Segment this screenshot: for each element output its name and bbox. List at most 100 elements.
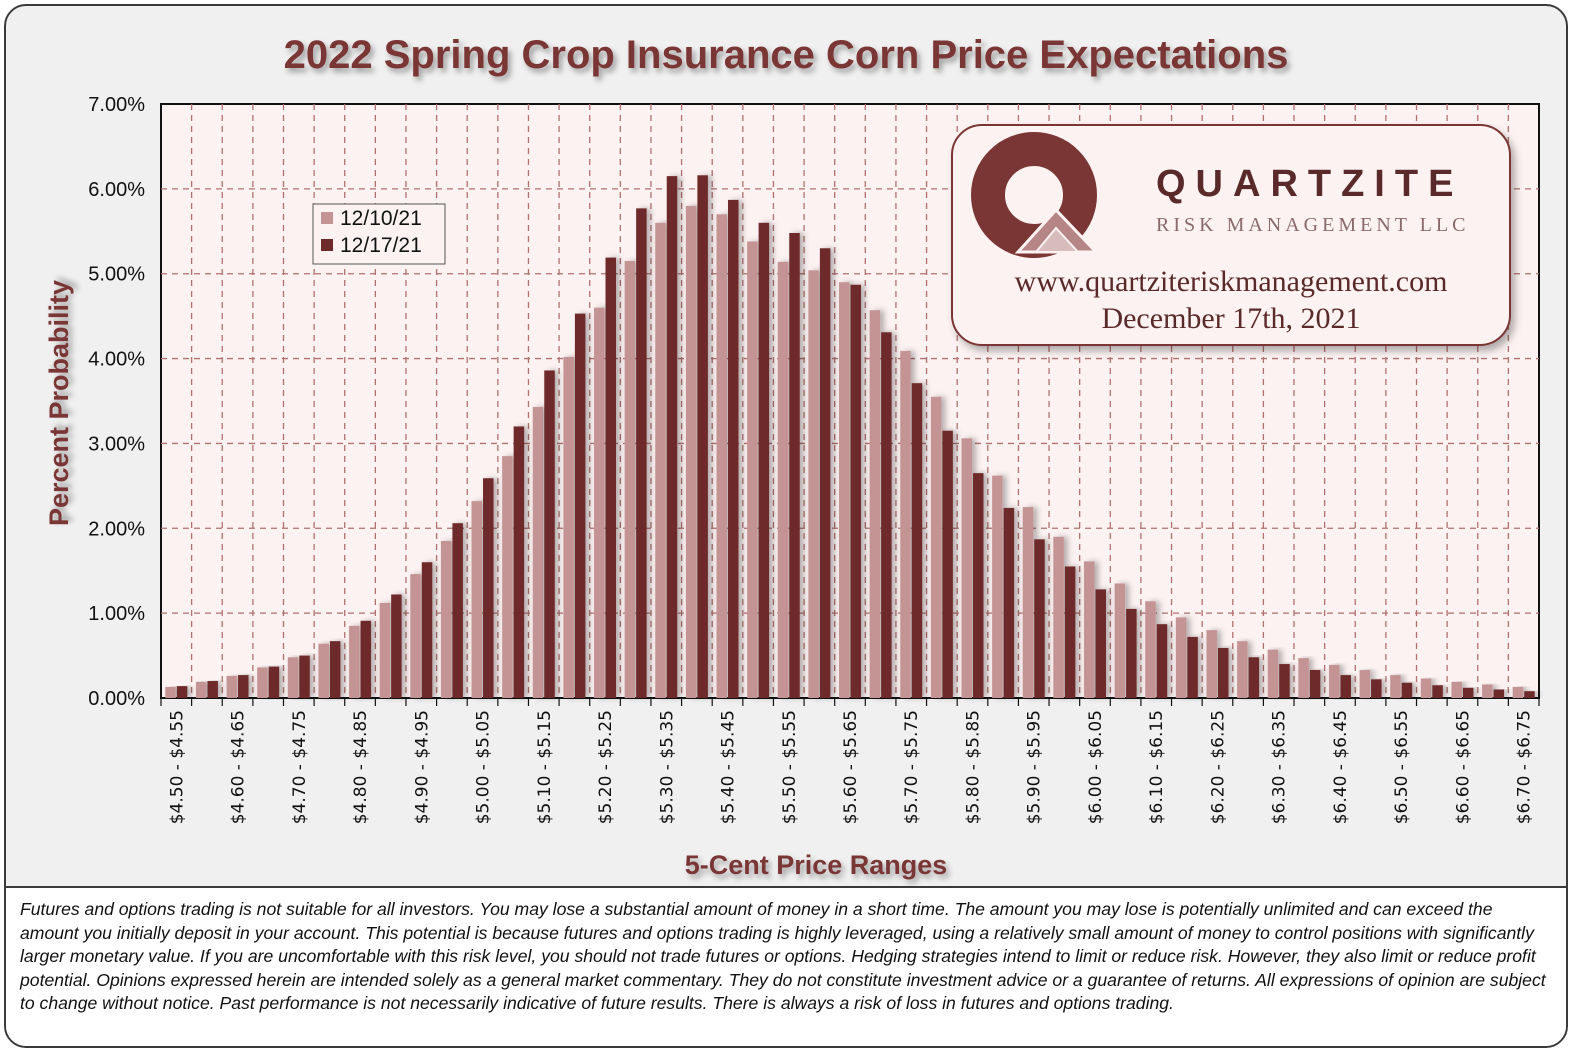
logo-box: QUARTZITE RISK MANAGEMENT LLC www.quartz… xyxy=(951,124,1511,346)
bar-12-17-21 xyxy=(911,383,923,698)
bar-12-10-21 xyxy=(777,261,789,698)
bar-12-10-21 xyxy=(1420,678,1432,698)
bar-12-17-21 xyxy=(728,199,739,699)
legend-label-1: 12/10/21 xyxy=(340,207,422,230)
legend-swatch-1 xyxy=(321,212,333,224)
bar-12-17-21 xyxy=(1095,589,1106,698)
bar-12-17-21 xyxy=(176,686,188,698)
bar-12-10-21 xyxy=(1482,684,1493,698)
bar-12-17-21 xyxy=(1371,679,1382,698)
x-tick-label: $6.40 - $6.45 xyxy=(1331,710,1351,824)
legend: 12/10/21 12/17/21 xyxy=(312,203,446,265)
bar-12-10-21 xyxy=(440,541,452,698)
gridlines xyxy=(161,104,1539,698)
bar-12-10-21 xyxy=(992,475,1003,698)
bar-12-10-21 xyxy=(716,214,728,699)
x-tick-label: $5.10 - $5.15 xyxy=(535,710,555,824)
bar-12-10-21 xyxy=(685,205,697,699)
bar-12-10-21 xyxy=(287,657,299,698)
x-tick-label: $5.80 - $5.85 xyxy=(963,710,983,824)
bar-12-10-21 xyxy=(624,260,636,698)
bar-12-10-21 xyxy=(410,574,421,698)
bar-12-10-21 xyxy=(655,222,666,699)
bar-12-10-21 xyxy=(379,602,391,698)
x-tick-label: $4.60 - $4.65 xyxy=(229,710,249,824)
bar-12-10-21 xyxy=(1053,536,1064,698)
bar-12-17-21 xyxy=(391,594,402,698)
bar-12-10-21 xyxy=(257,667,268,698)
x-tick-label: $6.10 - $6.15 xyxy=(1147,710,1167,824)
x-tick-label: $4.50 - $4.55 xyxy=(167,710,187,824)
bar-12-10-21 xyxy=(1237,641,1248,698)
bar-12-17-21 xyxy=(1064,566,1076,698)
y-axis-title: Percent Probability xyxy=(44,280,74,526)
bar-12-17-21 xyxy=(1340,675,1351,698)
y-axis: 0.00% 1.00% 2.00% 3.00% 4.00% 5.00% 6.00% 7.00% xyxy=(88,94,145,710)
bar-12-10-21 xyxy=(502,456,513,698)
bar-12-17-21 xyxy=(972,473,984,698)
bar-12-17-21 xyxy=(636,208,647,699)
bar-12-10-21 xyxy=(900,350,911,698)
bar-12-17-21 xyxy=(207,681,218,698)
x-tick-label: $6.50 - $6.55 xyxy=(1392,710,1412,824)
bar-12-17-21 xyxy=(819,248,831,698)
logo-subtitle: RISK MANAGEMENT LLC xyxy=(1156,214,1469,236)
bar-12-17-21 xyxy=(268,666,280,698)
bar-12-10-21 xyxy=(1451,681,1462,698)
bar-12-10-21 xyxy=(226,675,238,698)
bar-12-10-21 xyxy=(594,307,605,698)
bar-12-10-21 xyxy=(1359,669,1371,698)
bar-12-17-21 xyxy=(421,562,433,698)
bar-12-10-21 xyxy=(930,396,942,698)
bar-12-17-21 xyxy=(452,523,463,698)
x-axis-title: 5-Cent Price Ranges xyxy=(685,850,948,880)
bar-12-10-21 xyxy=(195,681,207,698)
bar-12-10-21 xyxy=(1114,583,1126,698)
chart-canvas: 2022 Spring Crop Insurance Corn Price Ex… xyxy=(44,33,1540,880)
y-tick-label: 6.00% xyxy=(88,179,145,201)
bar-12-10-21 xyxy=(349,625,360,698)
bar-12-10-21 xyxy=(318,643,329,698)
bar-12-10-21 xyxy=(1298,658,1309,698)
bar-12-17-21 xyxy=(1156,624,1168,698)
y-tick-label: 5.00% xyxy=(88,264,145,286)
bar-12-10-21 xyxy=(1175,617,1187,698)
bar-12-17-21 xyxy=(1432,685,1443,698)
x-tick-label: $5.20 - $5.25 xyxy=(596,710,616,824)
bar-12-10-21 xyxy=(471,501,483,698)
bar-12-10-21 xyxy=(808,270,819,698)
bar-12-17-21 xyxy=(605,257,617,698)
bar-12-17-21 xyxy=(483,478,494,698)
x-tick-label: $6.60 - $6.65 xyxy=(1453,710,1473,824)
x-tick-label: $6.00 - $6.05 xyxy=(1086,710,1106,824)
x-tick-label: $4.80 - $4.85 xyxy=(351,710,371,824)
bar-12-17-21 xyxy=(666,176,678,699)
quartzite-logo-icon xyxy=(971,132,1100,258)
bar-12-10-21 xyxy=(1022,507,1034,698)
y-tick-label: 3.00% xyxy=(88,433,145,455)
disclaimer-text: Futures and options trading is not suita… xyxy=(6,886,1566,1046)
logo-url: www.quartziteriskmanagement.com xyxy=(1015,265,1448,298)
bars-group xyxy=(165,175,1535,699)
bar-12-10-21 xyxy=(869,310,881,698)
x-tick-label: $5.40 - $5.45 xyxy=(719,710,739,824)
bar-12-10-21 xyxy=(165,686,176,698)
x-tick-label: $4.90 - $4.95 xyxy=(412,710,432,824)
chart-title: 2022 Spring Crop Insurance Corn Price Ex… xyxy=(284,33,1289,77)
bar-12-10-21 xyxy=(1328,664,1340,698)
bar-12-10-21 xyxy=(1145,601,1156,698)
bar-12-10-21 xyxy=(532,406,544,698)
bar-12-17-21 xyxy=(1309,669,1321,698)
y-tick-label: 7.00% xyxy=(88,94,145,116)
bar-12-17-21 xyxy=(574,313,586,698)
bar-12-17-21 xyxy=(299,655,310,698)
x-tick-label: $5.50 - $5.55 xyxy=(780,710,800,824)
x-tick-label: $4.70 - $4.75 xyxy=(290,710,310,824)
y-tick-label: 1.00% xyxy=(88,603,145,625)
bar-12-17-21 xyxy=(850,284,861,698)
x-tick-label: $5.30 - $5.35 xyxy=(657,710,677,824)
logo-date: December 17th, 2021 xyxy=(1101,302,1360,335)
bar-12-17-21 xyxy=(1217,647,1229,698)
x-tick-label: $6.30 - $6.35 xyxy=(1270,710,1290,824)
bar-12-17-21 xyxy=(1248,657,1260,698)
